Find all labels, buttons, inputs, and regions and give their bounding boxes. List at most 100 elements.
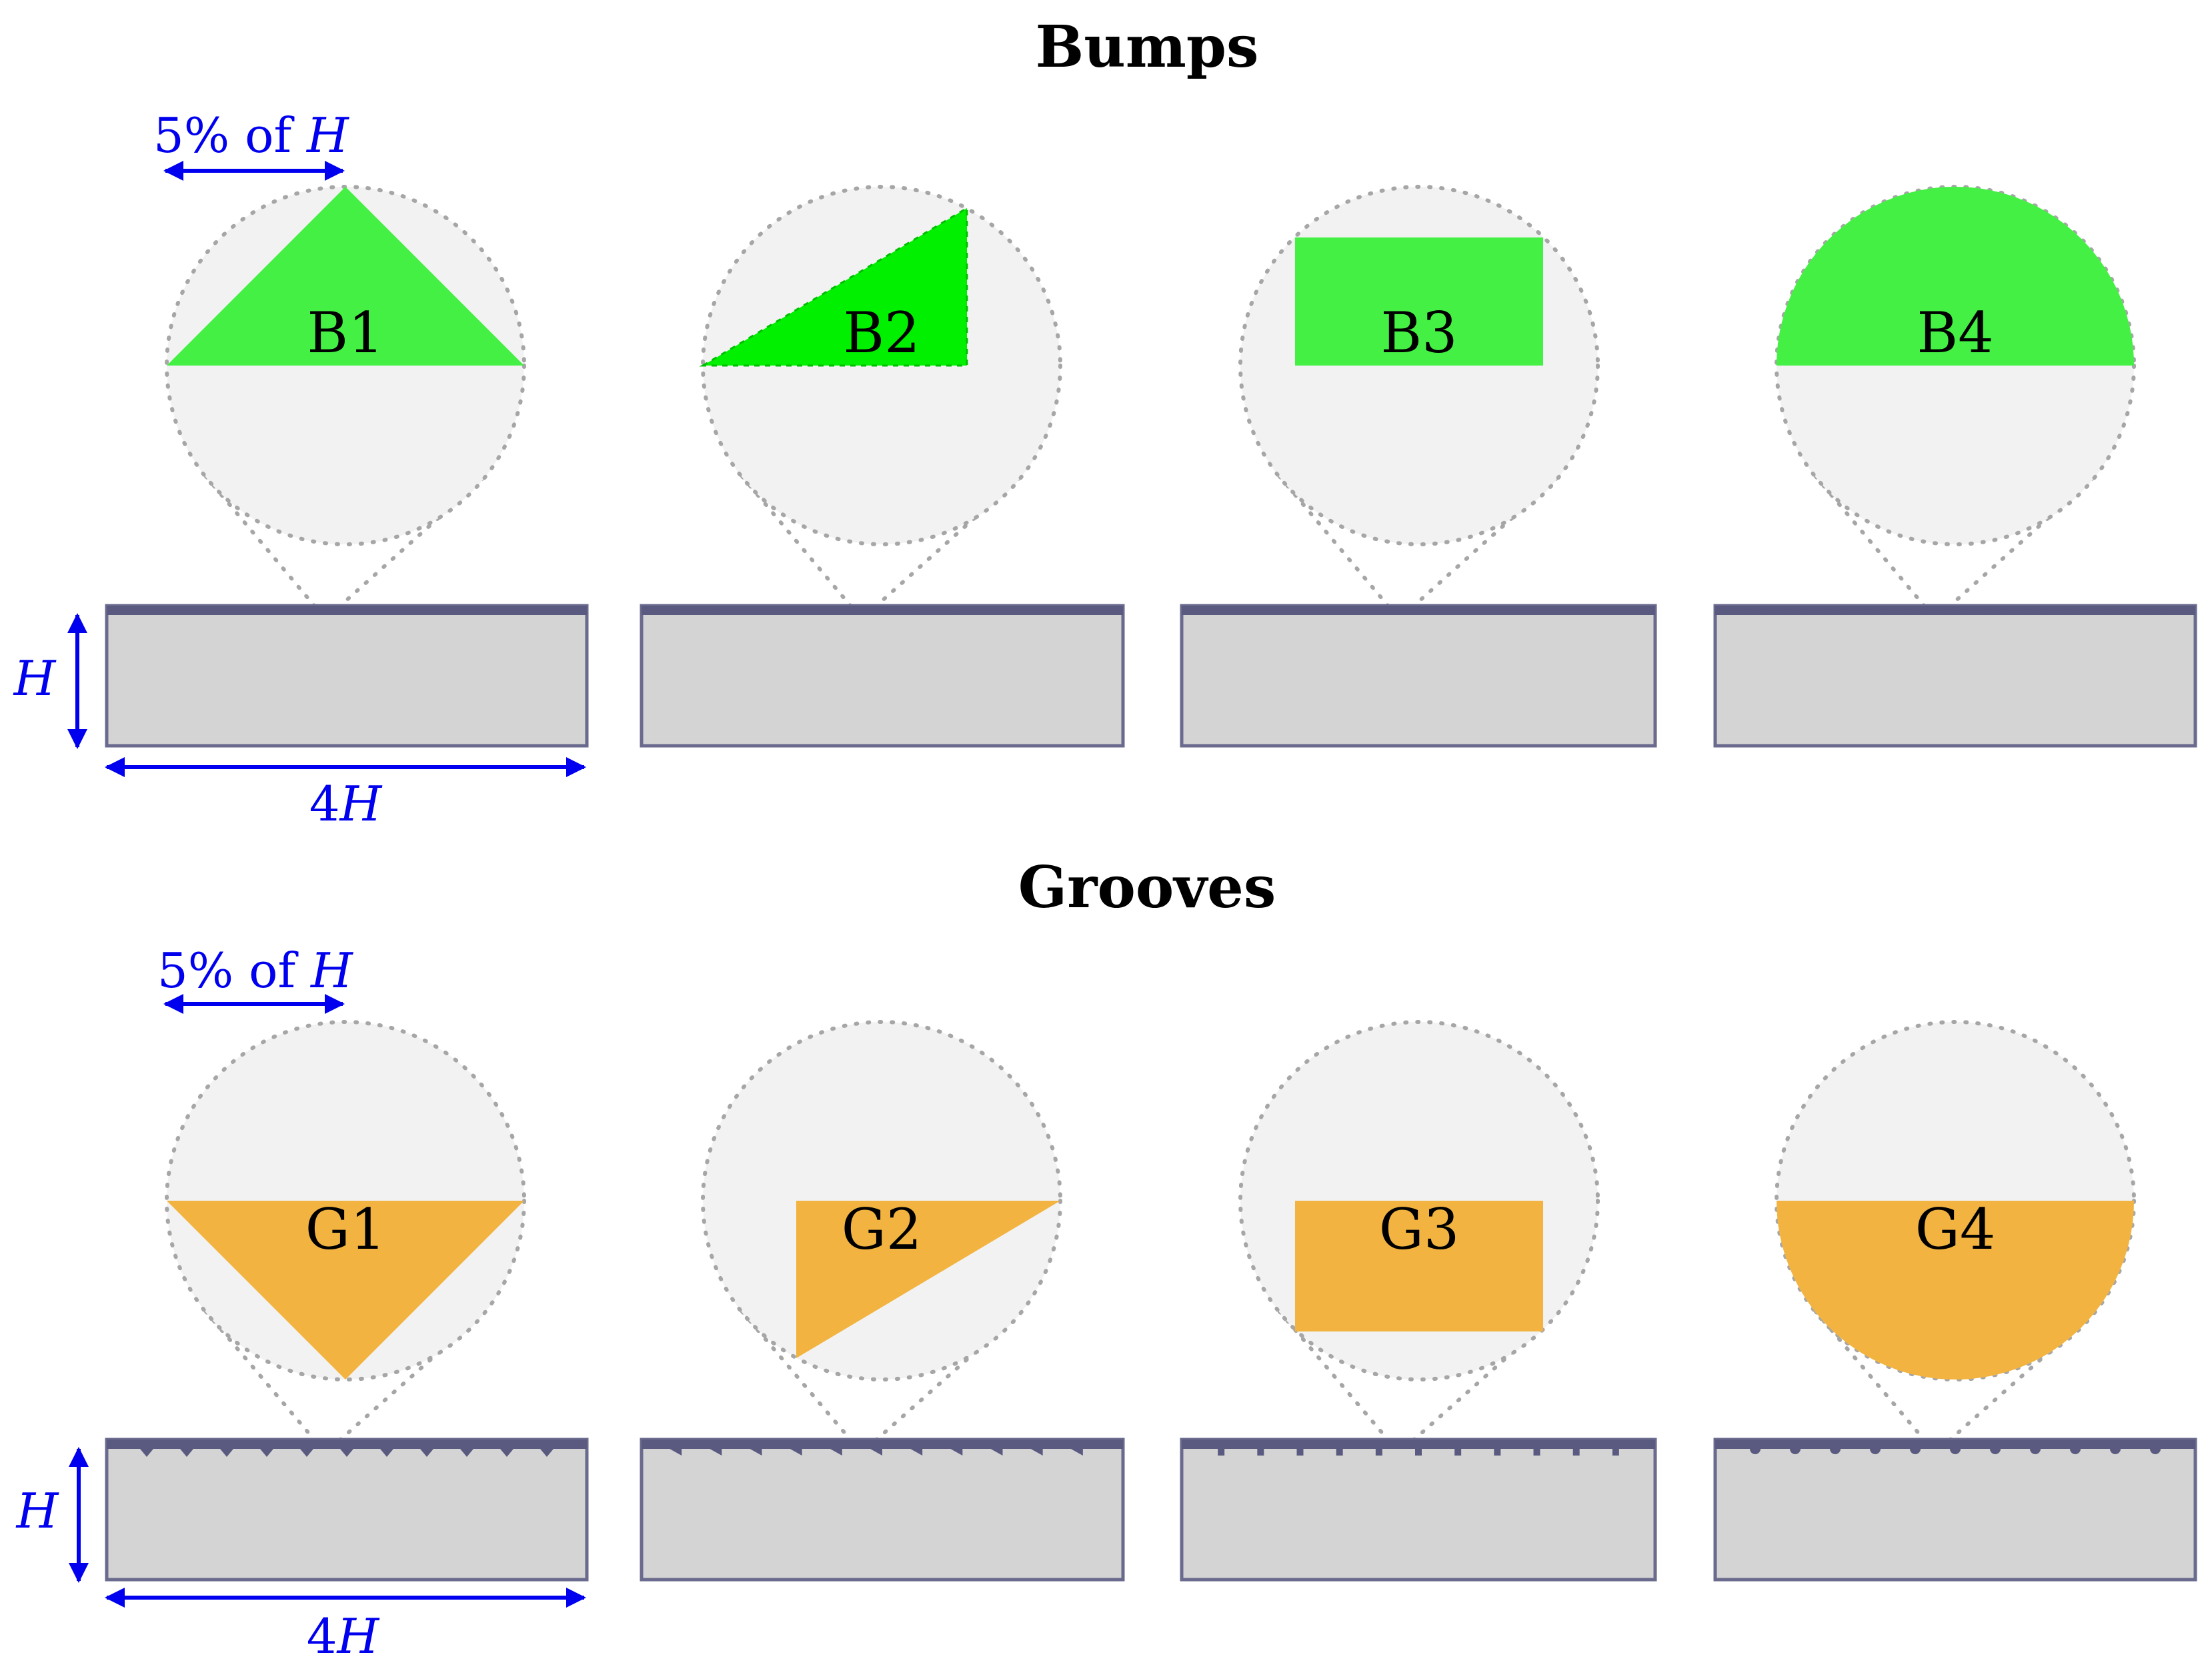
surface-feature-mark	[300, 1449, 313, 1457]
feature-size-label: 5% of H	[157, 943, 353, 999]
surface-feature-mark	[1790, 610, 1801, 615]
surface-feature-mark	[950, 1449, 963, 1456]
surface-feature-mark	[830, 1449, 842, 1456]
height-label: H	[13, 650, 57, 706]
surface-feature-mark	[180, 607, 193, 615]
surface-feature-mark	[790, 1449, 802, 1456]
surface-feature-mark	[1375, 610, 1382, 615]
surface-feature-mark	[710, 1449, 722, 1456]
groove-panel-g4: G4	[1713, 1020, 2197, 1582]
panels: B1 B2 B3 B4 G1 G2 G3 G4	[105, 185, 2197, 1582]
surface-feature-mark	[220, 607, 233, 615]
bump-panel-b3: B3	[1180, 185, 1657, 748]
surface-feature-mark	[670, 1449, 682, 1456]
surface-feature-mark	[1950, 1449, 1961, 1454]
section-title-bumps: Bumps	[1036, 13, 1259, 81]
surface-feature-mark	[2070, 610, 2081, 615]
surface-feature-mark	[790, 608, 802, 615]
groove-panel-g1: G1	[105, 1020, 589, 1582]
surface-feature-mark	[670, 608, 682, 615]
surface-feature-mark	[1990, 1449, 2001, 1454]
surface-feature-mark	[2110, 610, 2121, 615]
surface-feature-mark	[870, 1449, 882, 1456]
surface-feature-mark	[420, 1449, 433, 1457]
shape-tag: G4	[1915, 1197, 1996, 1262]
surface-feature-mark	[220, 1449, 233, 1457]
surface-feature-mark	[2150, 610, 2161, 615]
surface-feature-mark	[260, 607, 273, 615]
surface-feature-mark	[750, 1449, 762, 1456]
plate	[640, 604, 1125, 748]
surface-feature-mark	[1494, 610, 1501, 615]
surface-feature-mark	[1572, 1449, 1580, 1456]
shape-tag: B2	[843, 300, 920, 366]
surface-feature-mark	[180, 1449, 193, 1457]
surface-feature-mark	[1830, 1449, 1841, 1454]
dimension-annotations-grooves: 5% of H H 4H	[15, 943, 586, 1664]
surface-feature-mark	[1494, 1449, 1501, 1456]
plate	[105, 1438, 589, 1582]
surface-feature-mark	[1375, 1449, 1382, 1456]
groove-shape	[167, 1201, 524, 1379]
surface-feature-mark	[1336, 610, 1343, 615]
dimension-annotations-bumps: 5% of H H 4H	[13, 107, 586, 832]
surface-feature-mark	[1750, 1449, 1761, 1454]
groove-panel-g3: G3	[1180, 1020, 1657, 1582]
section-title-grooves: Grooves	[1018, 854, 1276, 921]
zoom-leader-lines	[1813, 474, 2097, 622]
surface-feature-mark	[1830, 610, 1841, 615]
bump-shape	[699, 206, 968, 367]
plate	[1713, 604, 2197, 748]
plate	[105, 604, 589, 748]
surface-feature-mark	[1336, 1449, 1343, 1456]
surface-feature-mark	[1870, 610, 1881, 615]
surface-feature-mark	[1070, 608, 1083, 615]
surface-feature-mark	[1870, 1449, 1881, 1454]
bump-panel-b1: B1	[105, 185, 589, 748]
surface-feature-mark	[2070, 1449, 2081, 1454]
surface-feature-mark	[2030, 1449, 2041, 1454]
surface-feature-mark	[1296, 1449, 1304, 1456]
surface-feature-mark	[460, 1449, 473, 1457]
surface-feature-mark	[1750, 610, 1761, 615]
surface-feature-mark	[1990, 610, 2001, 615]
surface-feature-mark	[1070, 1449, 1083, 1456]
plate-surface-band	[1715, 1440, 2195, 1449]
surface-feature-mark	[2030, 610, 2041, 615]
surface-feature-mark	[1257, 1449, 1264, 1456]
surface-feature-mark	[380, 1449, 393, 1457]
plate-surface-band	[1182, 1440, 1655, 1449]
surface-feature-mark	[1257, 610, 1264, 615]
surface-feature-mark	[870, 608, 882, 615]
surface-feature-mark	[750, 608, 762, 615]
surface-feature-mark	[340, 1449, 353, 1457]
surface-feature-mark	[1415, 610, 1422, 615]
shape-tag: B1	[307, 300, 383, 366]
surface-feature-mark	[2150, 1449, 2161, 1454]
plate-surface-band	[642, 1440, 1123, 1449]
surface-feature-mark	[1910, 610, 1921, 615]
surface-feature-mark	[540, 1449, 554, 1457]
surface-feature-mark	[910, 608, 923, 615]
bump-panel-b4: B4	[1713, 185, 2197, 748]
surface-feature-mark	[1572, 610, 1580, 615]
surface-feature-mark	[1533, 610, 1540, 615]
surface-feature-mark	[260, 1449, 273, 1457]
surface-feature-mark	[990, 1449, 1003, 1456]
zoom-leader-lines	[203, 474, 487, 622]
length-label: 4H	[307, 1608, 380, 1664]
shape-tag: B4	[1917, 300, 1993, 366]
bump-shape	[1295, 237, 1543, 366]
shape-tag: B3	[1380, 300, 1457, 366]
groove-shape	[1295, 1201, 1543, 1331]
bump-panel-b2: B2	[640, 185, 1125, 748]
surface-feature-mark	[340, 607, 353, 615]
surface-feature-mark	[950, 608, 963, 615]
surface-feature-mark	[830, 608, 842, 615]
plate	[1180, 604, 1657, 748]
shape-tag: G1	[305, 1197, 386, 1262]
bump-shape	[1777, 187, 2134, 366]
surface-feature-mark	[1533, 1449, 1540, 1456]
plate	[640, 1438, 1125, 1582]
surface-feature-mark	[380, 607, 393, 615]
